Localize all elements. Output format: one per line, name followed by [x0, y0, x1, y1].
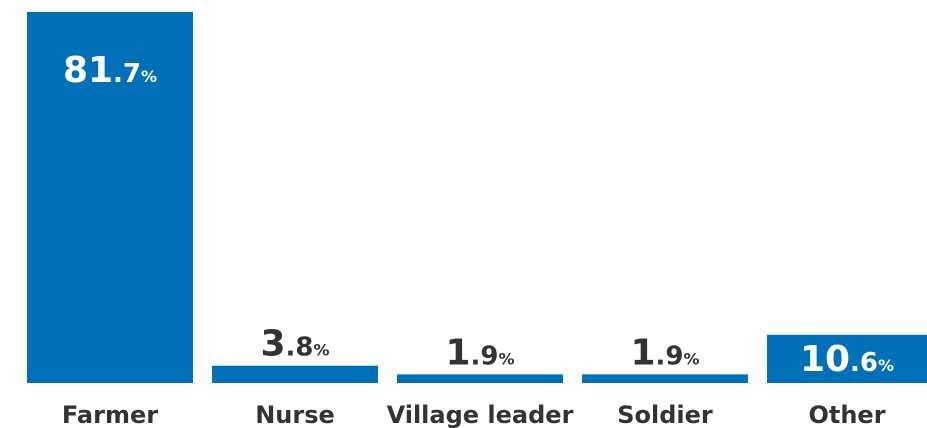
value-label: 1.9%	[630, 332, 699, 373]
label-integer: 10	[800, 339, 850, 380]
label-decimal: .7	[113, 59, 141, 89]
label-integer: 1	[630, 332, 655, 373]
label-decimal: .9	[471, 341, 499, 371]
value-label: 1.9%	[445, 332, 514, 373]
x-tick-label: Soldier	[617, 401, 713, 428]
x-tick-label: Village leader	[387, 401, 574, 428]
label-unit: %	[878, 356, 894, 375]
bar	[767, 334, 927, 383]
x-tick-label: Nurse	[255, 401, 335, 428]
label-integer: 81	[63, 50, 113, 91]
value-label: 81.7%	[63, 50, 157, 91]
bar	[212, 365, 378, 383]
bar	[582, 374, 748, 383]
label-integer: 3	[260, 324, 285, 365]
bar	[27, 12, 193, 383]
bar	[397, 374, 563, 383]
value-label: 3.8%	[260, 324, 329, 365]
x-tick-label: Farmer	[62, 401, 158, 428]
value-label: 10.6%	[800, 339, 894, 380]
label-unit: %	[141, 67, 157, 86]
label-unit: %	[684, 349, 700, 368]
label-decimal: .9	[656, 341, 684, 371]
label-integer: 1	[445, 332, 470, 373]
label-unit: %	[314, 341, 330, 360]
label-decimal: .6	[850, 348, 878, 378]
x-tick-label: Other	[808, 401, 885, 428]
label-decimal: .8	[286, 333, 314, 363]
label-unit: %	[499, 349, 515, 368]
